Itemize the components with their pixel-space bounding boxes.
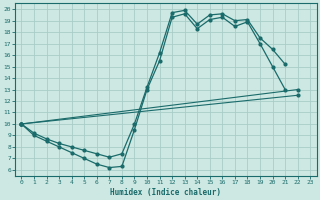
X-axis label: Humidex (Indice chaleur): Humidex (Indice chaleur) — [110, 188, 221, 197]
